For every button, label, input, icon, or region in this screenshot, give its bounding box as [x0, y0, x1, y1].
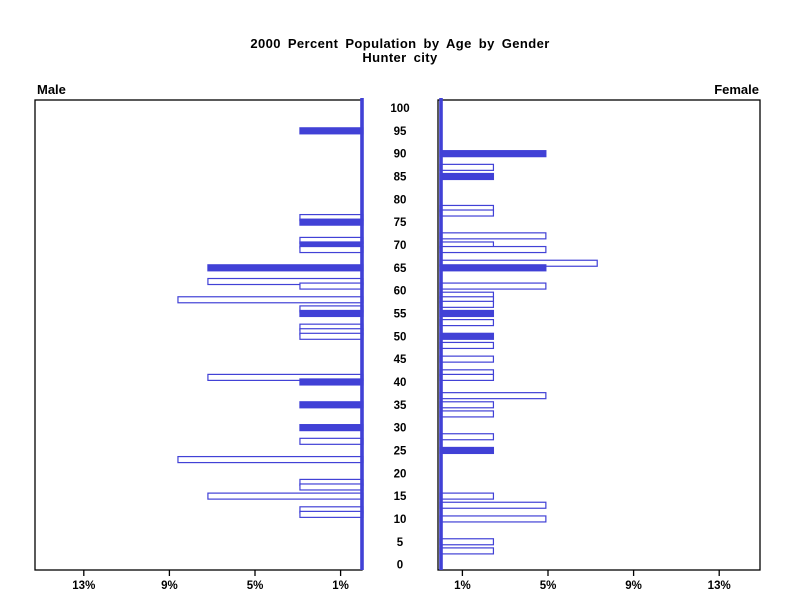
age-tick-label-90: 90 — [394, 149, 407, 161]
age-tick-label-100: 100 — [390, 103, 409, 115]
female-bar-age-77 — [439, 209, 495, 217]
male-pct-tick-label-13: 13% — [72, 580, 95, 592]
age-tick-label-25: 25 — [394, 445, 407, 457]
female-bar-age-45 — [439, 355, 495, 363]
male-axis-title: Male — [37, 82, 66, 97]
page-title: 2000 Percent Population by Age by Gender — [250, 36, 550, 51]
age-tick-label-35: 35 — [394, 400, 407, 412]
female-bar-age-53 — [439, 319, 495, 327]
age-tick-label-45: 45 — [394, 354, 407, 366]
female-bar-age-72 — [439, 232, 547, 240]
female-bar-age-48 — [439, 341, 495, 350]
male-bar-age-40 — [299, 378, 364, 386]
female-bar-age-5 — [439, 538, 495, 546]
female-bar-age-33 — [439, 410, 495, 418]
male-bar-age-23 — [177, 455, 364, 464]
male-bar-age-61 — [299, 282, 364, 290]
male-bar-age-69 — [299, 245, 364, 254]
male-bar-age-75 — [299, 218, 364, 226]
female-bar-age-85 — [439, 172, 495, 181]
female-zero-axis-line — [439, 98, 443, 570]
female-axis-title: Female — [714, 82, 759, 97]
age-tick-label-80: 80 — [394, 194, 407, 206]
male-bar-age-55 — [299, 309, 364, 318]
male-pct-tick-label-1: 1% — [332, 580, 349, 592]
female-bar-age-3 — [439, 547, 495, 555]
age-tick-label-65: 65 — [394, 263, 407, 275]
female-bar-age-65 — [439, 264, 547, 272]
age-tick-label-95: 95 — [394, 126, 407, 138]
female-pct-tick-label-5: 5% — [540, 580, 557, 592]
male-bar-age-35 — [299, 401, 364, 409]
female-bar-age-37 — [439, 392, 547, 400]
female-pct-tick-label-13: 13% — [708, 580, 731, 592]
age-tick-label-70: 70 — [394, 240, 407, 252]
age-tick-label-75: 75 — [394, 217, 407, 229]
male-bar-age-58 — [177, 296, 364, 304]
male-bar-age-65 — [207, 264, 364, 272]
female-bar-age-87 — [439, 163, 495, 171]
age-tick-label-40: 40 — [394, 377, 407, 389]
male-bar-age-50 — [299, 332, 364, 340]
age-tick-label-60: 60 — [394, 286, 407, 298]
female-bar-age-41 — [439, 373, 495, 381]
male-bar-age-27 — [299, 437, 364, 445]
female-bar-age-55 — [439, 309, 495, 318]
age-tick-label-5: 5 — [397, 537, 404, 549]
female-bar-age-50 — [439, 332, 495, 340]
female-bar-age-10 — [439, 515, 547, 523]
age-tick-label-50: 50 — [394, 331, 407, 343]
female-bar-age-61 — [439, 282, 547, 290]
male-bar-age-95 — [299, 127, 364, 135]
female-bar-age-13 — [439, 501, 547, 509]
age-tick-label-10: 10 — [394, 514, 407, 526]
female-bar-age-69 — [439, 245, 547, 254]
female-bar-age-15 — [439, 492, 495, 500]
female-bar-age-90 — [439, 150, 547, 158]
female-panel-box — [437, 99, 761, 571]
male-pct-tick-label-9: 9% — [161, 580, 178, 592]
male-bar-age-15 — [207, 492, 364, 500]
age-tick-label-85: 85 — [394, 171, 407, 183]
female-pct-tick-label-9: 9% — [625, 580, 642, 592]
female-bar-age-25 — [439, 446, 495, 455]
male-bar-age-17 — [299, 483, 364, 491]
age-tick-label-55: 55 — [394, 308, 407, 320]
female-bar-age-57 — [439, 300, 495, 308]
female-pct-tick-label-1: 1% — [454, 580, 471, 592]
male-pct-tick-label-5: 5% — [247, 580, 264, 592]
age-tick-label-15: 15 — [394, 491, 407, 503]
age-tick-label-0: 0 — [397, 560, 403, 572]
age-tick-label-20: 20 — [394, 468, 407, 480]
male-zero-axis-line — [360, 98, 364, 570]
male-bar-age-30 — [299, 424, 364, 432]
age-tick-label-30: 30 — [394, 423, 407, 435]
female-bar-age-35 — [439, 401, 495, 409]
male-bar-age-11 — [299, 510, 364, 518]
female-bar-age-28 — [439, 433, 495, 441]
page-subtitle: Hunter city — [362, 50, 438, 65]
